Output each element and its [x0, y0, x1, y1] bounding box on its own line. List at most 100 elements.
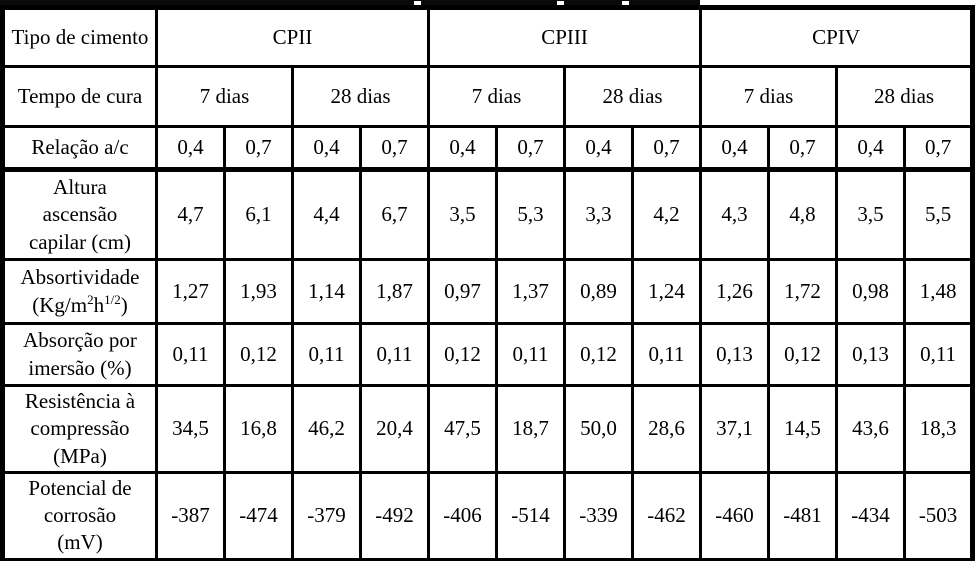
value-cell: -339	[563, 470, 634, 561]
ratio-cell: 0,4	[563, 125, 634, 172]
subgroup-header-7dias: 7 dias	[699, 65, 839, 128]
subgroup-header-28dias: 28 dias	[562, 65, 703, 128]
value-cell: 1,24	[630, 258, 703, 325]
label-line: Absorção por	[23, 328, 137, 353]
row-label-absorptivity: Absortividade (Kg/m2h1/2)	[1, 258, 158, 325]
value-cell: 0,13	[835, 322, 907, 387]
value-cell: 1,87	[359, 258, 430, 325]
ratio-cell: 0,4	[835, 125, 907, 172]
value-cell: 50,0	[563, 384, 634, 474]
subgroup-header-28dias: 28 dias	[291, 65, 430, 128]
value-cell: 18,7	[495, 384, 566, 474]
value-cell: 0,11	[630, 322, 703, 387]
data-row-immersion-absorption: Absorção por imersão (%) 0,11 0,12 0,11 …	[1, 322, 975, 387]
value-cell: 0,98	[835, 258, 907, 325]
label-line: (mV)	[57, 530, 103, 555]
value-cell: 14,5	[767, 384, 839, 474]
value-cell: 1,14	[291, 258, 362, 325]
value-cell: 5,3	[495, 168, 566, 261]
value-cell: 6,1	[223, 168, 294, 261]
value-cell: 0,12	[563, 322, 634, 387]
ratio-cell: 0,7	[630, 125, 703, 172]
label-line: compressão	[30, 416, 130, 441]
subgroup-header-7dias: 7 dias	[155, 65, 294, 128]
header-row-ratio: Relação a/c 0,4 0,7 0,4 0,7 0,4 0,7 0,4 …	[1, 125, 975, 172]
label-line: (MPa)	[53, 443, 107, 468]
ratio-cell: 0,7	[223, 125, 294, 172]
ratio-cell: 0,4	[427, 125, 498, 172]
value-cell: 20,4	[359, 384, 430, 474]
group-header-cpii: CPII	[155, 6, 430, 68]
value-cell: 4,2	[630, 168, 703, 261]
cropped-caption-strip	[0, 0, 700, 5]
ratio-cell: 0,7	[767, 125, 839, 172]
label-line: Altura	[53, 175, 107, 200]
value-cell: 1,27	[155, 258, 226, 325]
value-cell: 0,11	[155, 322, 226, 387]
value-cell: -474	[223, 470, 294, 561]
unit-suffix: )	[120, 292, 128, 317]
value-cell: 0,13	[699, 322, 771, 387]
value-cell: 1,26	[699, 258, 771, 325]
data-row-absorptivity: Absortividade (Kg/m2h1/2) 1,27 1,93 1,14…	[1, 258, 975, 325]
value-cell: 3,5	[835, 168, 907, 261]
label-line: Potencial de	[28, 475, 132, 500]
value-cell: 3,3	[563, 168, 634, 261]
unit-prefix: (Kg/m	[32, 292, 88, 317]
caption-gap	[414, 1, 421, 5]
label-line: Absortividade	[20, 265, 140, 290]
label-line: ascensão	[42, 202, 118, 227]
value-cell: -462	[630, 470, 703, 561]
row-label-compressive-strength: Resistência à compressão (MPa)	[1, 384, 158, 474]
value-cell: 0,89	[563, 258, 634, 325]
value-cell: 1,48	[903, 258, 975, 325]
label-line-unit: (Kg/m2h1/2)	[7, 292, 153, 319]
value-cell: -481	[767, 470, 839, 561]
row-label-immersion-absorption: Absorção por imersão (%)	[1, 322, 158, 387]
value-cell: 1,37	[495, 258, 566, 325]
value-cell: 0,11	[903, 322, 975, 387]
value-cell: -492	[359, 470, 430, 561]
label-line: imersão (%)	[28, 355, 132, 380]
value-cell: -503	[903, 470, 975, 561]
cement-properties-table: Tipo de cimento CPII CPIII CPIV Tempo de…	[0, 5, 975, 561]
value-cell: 43,6	[835, 384, 907, 474]
ratio-cell: 0,7	[903, 125, 975, 172]
value-cell: 4,3	[699, 168, 771, 261]
value-cell: 4,4	[291, 168, 362, 261]
value-cell: 0,11	[291, 322, 362, 387]
value-cell: 37,1	[699, 384, 771, 474]
corner-cell-cement-type: Tipo de cimento	[1, 6, 158, 68]
value-cell: 5,5	[903, 168, 975, 261]
caption-gap	[622, 1, 629, 5]
ratio-cell: 0,7	[359, 125, 430, 172]
unit-superscript: 1/2	[104, 291, 121, 307]
header-row-cure-time: Tempo de cura 7 dias 28 dias 7 dias 28 d…	[1, 65, 975, 128]
ratio-cell: 0,4	[699, 125, 771, 172]
value-cell: 1,72	[767, 258, 839, 325]
row-label-corrosion-potential: Potencial de corrosão (mV)	[1, 470, 158, 561]
value-cell: 18,3	[903, 384, 975, 474]
value-cell: 3,5	[427, 168, 498, 261]
ratio-cell: 0,4	[291, 125, 362, 172]
data-row-compressive-strength: Resistência à compressão (MPa) 34,5 16,8…	[1, 384, 975, 474]
value-cell: -460	[699, 470, 771, 561]
data-row-corrosion-potential: Potencial de corrosão (mV) -387 -474 -37…	[1, 470, 975, 561]
value-cell: 0,11	[495, 322, 566, 387]
value-cell: 46,2	[291, 384, 362, 474]
value-cell: 47,5	[427, 384, 498, 474]
value-cell: 0,12	[223, 322, 294, 387]
value-cell: -387	[155, 470, 226, 561]
row-label-capillary-height: Altura ascensão capilar (cm)	[1, 168, 158, 261]
value-cell: -514	[495, 470, 566, 561]
value-cell: 16,8	[223, 384, 294, 474]
value-cell: 4,7	[155, 168, 226, 261]
label-line: Resistência à	[24, 389, 136, 413]
unit-superscript: 2	[87, 291, 94, 307]
corner-cell-cure-time: Tempo de cura	[1, 65, 158, 128]
value-cell: -379	[291, 470, 362, 561]
value-cell: -434	[835, 470, 907, 561]
label-line: corrosão	[43, 503, 117, 528]
group-header-cpiv: CPIV	[699, 6, 975, 68]
